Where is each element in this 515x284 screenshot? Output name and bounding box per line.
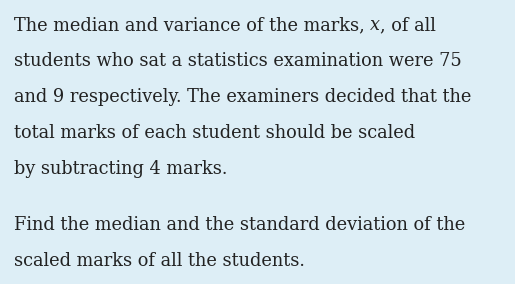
Text: Find the median and the standard deviation of the: Find the median and the standard deviati…: [14, 216, 465, 234]
Text: total marks of each student should be scaled: total marks of each student should be sc…: [14, 124, 415, 142]
Text: , of all: , of all: [381, 16, 436, 34]
Text: and 9 respectively. The examiners decided that the: and 9 respectively. The examiners decide…: [14, 88, 471, 106]
Text: students who sat a statistics examination were 75: students who sat a statistics examinatio…: [14, 52, 462, 70]
Text: scaled marks of all the students.: scaled marks of all the students.: [14, 252, 305, 270]
Text: by subtracting 4 marks.: by subtracting 4 marks.: [14, 160, 228, 178]
Text: The median and variance of the marks,: The median and variance of the marks,: [14, 16, 370, 34]
Text: x: x: [370, 16, 381, 34]
